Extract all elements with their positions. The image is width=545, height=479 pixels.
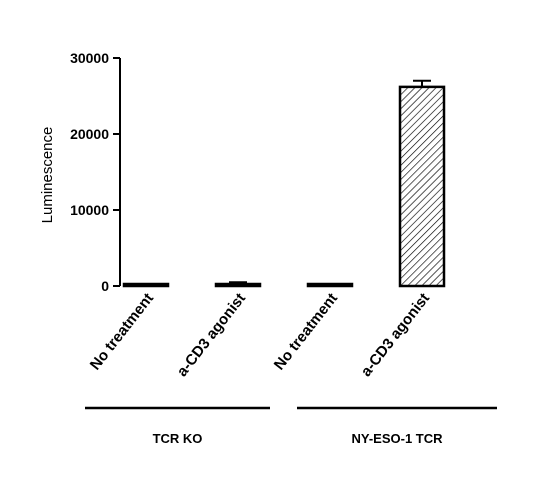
y-tick-label: 10000 <box>70 202 109 218</box>
group-label: NY-ESO-1 TCR <box>351 431 443 446</box>
bar <box>398 85 446 288</box>
bars <box>122 79 446 288</box>
y-axis-title: Luminescence <box>39 127 56 224</box>
y-tick-label: 30000 <box>70 50 109 66</box>
category-label: No treatment <box>87 290 157 373</box>
group-label: TCR KO <box>153 431 203 446</box>
y-axis: 0 10000 20000 30000 <box>70 50 121 294</box>
x-axis-labels: No treatment a-CD3 agonist No treatment a-C… <box>87 290 433 380</box>
y-tick-label: 0 <box>101 278 109 294</box>
y-tick-label: 20000 <box>70 126 109 142</box>
category-label: No treatment <box>271 290 341 373</box>
category-label: a-CD3 agonist <box>358 290 433 380</box>
bar <box>214 282 262 288</box>
category-label: a-CD3 agonist <box>174 290 249 380</box>
group-brackets: TCR KO NY-ESO-1 TCR <box>85 406 497 446</box>
